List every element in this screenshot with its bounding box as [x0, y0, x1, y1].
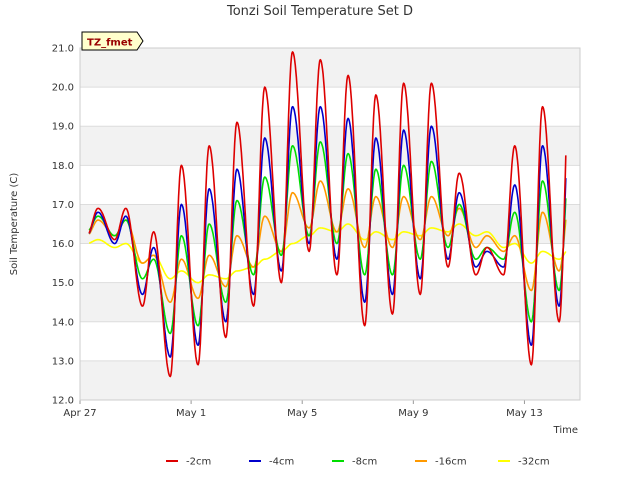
legend-label: -8cm — [352, 457, 377, 468]
band-12 — [80, 360, 580, 400]
band-14 — [80, 282, 580, 322]
legend-label: -16cm — [435, 457, 467, 468]
plot-frame — [79, 47, 581, 401]
plot-background — [80, 48, 580, 400]
band-13 — [80, 321, 580, 361]
series-line-4cmcm — [88, 105, 567, 358]
legend: -2cm -4cm -8cm -16cm -32cm — [166, 457, 550, 468]
y-tick-label: 12.0 — [52, 396, 74, 407]
y-axis-ticks: 12.0 13.0 14.0 15.0 16.0 17.0 18.0 19.0 20.0 21.0 — [52, 44, 74, 407]
chart-title: Tonzi Soil Temperature Set D — [226, 4, 413, 19]
y-tick-label: 20.0 — [52, 83, 74, 94]
x-tick-label: May 13 — [506, 408, 543, 419]
x-tick-label: May 5 — [287, 408, 317, 419]
band-20 — [80, 48, 580, 88]
station-tag-box — [81, 31, 144, 51]
x-tick-label: May 9 — [398, 408, 428, 419]
y-tick-label: 13.0 — [52, 356, 74, 367]
series-line-2cmcm — [88, 51, 567, 378]
x-axis-label: Time — [553, 425, 578, 436]
band-18 — [80, 126, 580, 166]
y-tick-label: 14.0 — [52, 317, 74, 328]
series-line-16cmcm — [88, 180, 567, 304]
station-tag: TZ_fmet — [81, 31, 144, 51]
legend-label: -32cm — [518, 457, 550, 468]
y-tick-label: 16.0 — [52, 239, 74, 250]
legend-label: -4cm — [269, 457, 294, 468]
series-lines — [88, 51, 567, 378]
legend-label: -2cm — [186, 457, 211, 468]
y-tick-label: 15.0 — [52, 278, 74, 289]
y-tick-label: 19.0 — [52, 122, 74, 133]
x-tick-label: Apr 27 — [63, 408, 96, 419]
band-19 — [80, 87, 580, 127]
y-tick-label: 17.0 — [52, 200, 74, 211]
x-tick-label: May 1 — [176, 408, 206, 419]
y-tick-label: 18.0 — [52, 161, 74, 172]
y-axis-label: Soil Temperature (C) — [9, 173, 20, 276]
station-tag-label: TZ_fmet — [87, 38, 133, 49]
series-line-32cmcm — [88, 223, 567, 284]
x-axis-ticks: Apr 27 May 1 May 5 May 9 May 13 — [63, 400, 543, 419]
y-tick-label: 21.0 — [52, 44, 74, 55]
